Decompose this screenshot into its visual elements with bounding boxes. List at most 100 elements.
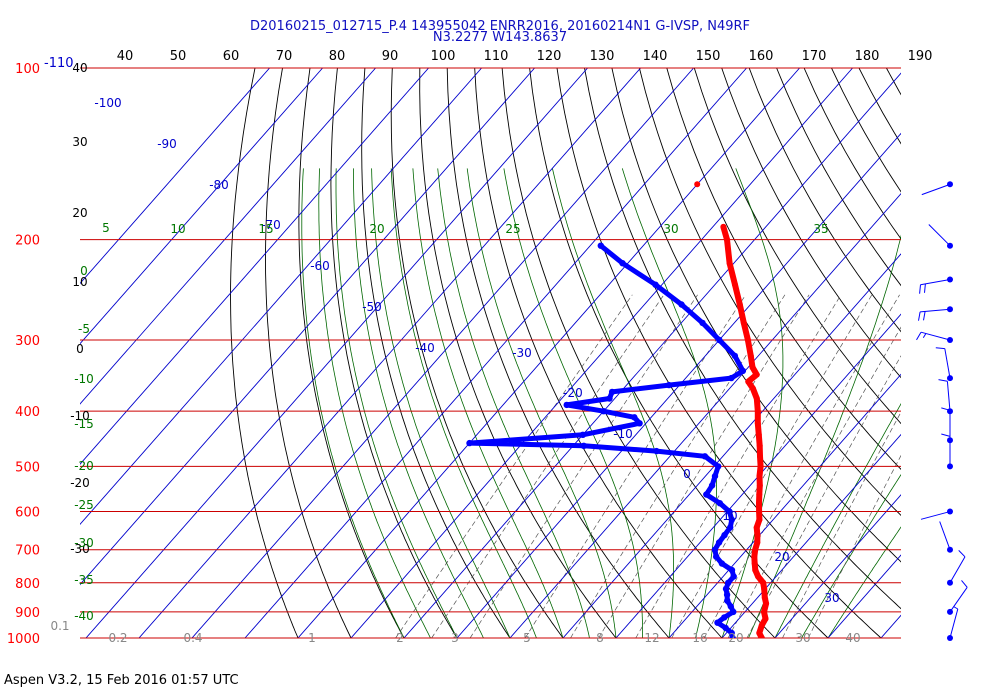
- isotherm-label-diagonal: -80: [209, 178, 229, 192]
- moist-adiabat-label: -15: [74, 417, 94, 431]
- dry-adiabat-line: [776, 68, 901, 287]
- isotherm-line: [509, 193, 901, 638]
- temperature-point: [752, 567, 759, 574]
- wind-barb-flag: [923, 311, 926, 321]
- temperature-point: [756, 473, 763, 480]
- wind-barb: [935, 347, 953, 382]
- isotherm-label-diagonal: -60: [310, 259, 330, 273]
- wind-barb: [947, 580, 968, 615]
- isotherm-line: [668, 373, 901, 638]
- isotherm-label-top: 190: [908, 49, 933, 64]
- dry-adiabat-line: [914, 68, 1000, 638]
- temperature-point: [756, 482, 763, 489]
- isotherm-label-top: 180: [855, 49, 880, 64]
- wind-barb: [928, 224, 953, 249]
- mixing-ratio-label: 20: [728, 631, 743, 645]
- temperature-point: [763, 600, 770, 607]
- dewpoint-point: [725, 579, 732, 586]
- temperature-point: [753, 524, 760, 531]
- wind-barb-station: [947, 337, 953, 343]
- pressure-label-500: 500: [15, 460, 40, 475]
- mixing-ratio-line: [782, 411, 901, 638]
- isotherm-label-diagonal: -10: [613, 427, 633, 441]
- moist-adiabat-line: [412, 168, 564, 638]
- dry-adiabat-line: [831, 68, 901, 193]
- temperature-point: [747, 352, 754, 359]
- moist-adiabat-label-top: 15: [258, 222, 273, 236]
- moist-adiabat-label-top: 10: [170, 222, 185, 236]
- dewpoint-point: [699, 319, 706, 327]
- isotherm-line: [80, 68, 535, 586]
- mixing-ratio-label: 0.4: [183, 631, 202, 645]
- dry-adiabat-line: [693, 68, 901, 425]
- isotherm-label-diagonal: 10: [722, 509, 737, 523]
- dry-adiabat-line: [501, 68, 776, 638]
- isotherm-label-top: -110: [44, 56, 74, 71]
- pressure-label-700: 700: [15, 544, 40, 559]
- dewpoint-point: [580, 442, 587, 449]
- wind-barb-flag: [916, 331, 922, 341]
- isotherm-label-top: 120: [537, 49, 562, 64]
- moist-adiabat-line: [748, 234, 901, 638]
- temperature-point: [744, 337, 751, 343]
- isotherm-line: [85, 68, 588, 638]
- isotherm-line: [774, 494, 901, 638]
- mixing-ratio-line: [395, 294, 633, 638]
- isotherm-label-diagonal: 20: [774, 550, 789, 564]
- dry-adiabat-line: [721, 68, 901, 379]
- mixing-ratio-label: 5: [523, 631, 531, 645]
- dry-adiabat-line: [361, 68, 511, 638]
- wind-barb: [947, 606, 959, 641]
- dry-adiabat-line: [419, 68, 617, 638]
- isotherm-line: [456, 132, 901, 638]
- isotherm-line: [138, 68, 641, 638]
- isotherm-label-diagonal: -100: [94, 96, 121, 110]
- temperature-point: [752, 546, 759, 553]
- temperature-point: [761, 585, 768, 592]
- mixing-ratio-line: [469, 294, 698, 638]
- dewpoint-point: [727, 524, 734, 531]
- temperature-point-isolated: [694, 181, 701, 188]
- dewpoint-point: [606, 395, 613, 402]
- isotherm-label-top: 40: [117, 49, 134, 64]
- temperature-point: [760, 579, 767, 586]
- dewpoint-point: [636, 420, 643, 427]
- temperature-point: [757, 453, 763, 460]
- dry-adiabat-line: [666, 68, 901, 470]
- moist-adiabat-label: -25: [74, 498, 94, 512]
- mixing-ratio-label: 0.2: [108, 631, 127, 645]
- chart-title-line2: N3.2277 W143.8637: [432, 30, 568, 45]
- pressure-label-300: 300: [15, 334, 40, 349]
- wind-barb: [919, 276, 953, 294]
- isotherm-line: [80, 68, 376, 405]
- dry-adiabat-line: [230, 68, 299, 638]
- dry-adiabat-line: [474, 68, 723, 638]
- wind-barb-staff: [949, 556, 966, 584]
- isotherm-label-diagonal: 30: [824, 591, 839, 605]
- dewpoint-point: [708, 482, 716, 489]
- dewpoint-point: [721, 614, 728, 621]
- wind-barb: [916, 331, 953, 343]
- mixing-ratio-line: [431, 294, 665, 638]
- wind-barb-flag: [924, 283, 926, 293]
- moist-adiabat-line: [371, 168, 511, 638]
- dewpoint-point: [723, 591, 731, 598]
- dewpoint-point: [714, 619, 721, 626]
- wind-barb: [920, 508, 953, 520]
- isotherm-label-top: 60: [223, 49, 240, 64]
- mixing-ratio-line: [671, 294, 873, 638]
- temperature-point: [756, 500, 762, 507]
- isotherm-line: [403, 72, 901, 638]
- isotherm-line: [827, 554, 901, 638]
- mixing-ratio-line: [703, 294, 900, 638]
- isotherm-label-diagonal: -30: [512, 346, 532, 360]
- wind-barb-station: [947, 181, 953, 188]
- dewpoint-point: [731, 352, 739, 360]
- pressure-label-1000: 1000: [7, 632, 40, 647]
- moist-adiabat-label: -40: [74, 609, 94, 623]
- moist-adiabat-line: [437, 168, 590, 638]
- isotherm-label-diagonal: -90: [157, 137, 177, 151]
- isotherm-label-top: 140: [643, 49, 668, 64]
- isotherm-line: [191, 68, 694, 638]
- mixing-ratio-line: [727, 326, 901, 638]
